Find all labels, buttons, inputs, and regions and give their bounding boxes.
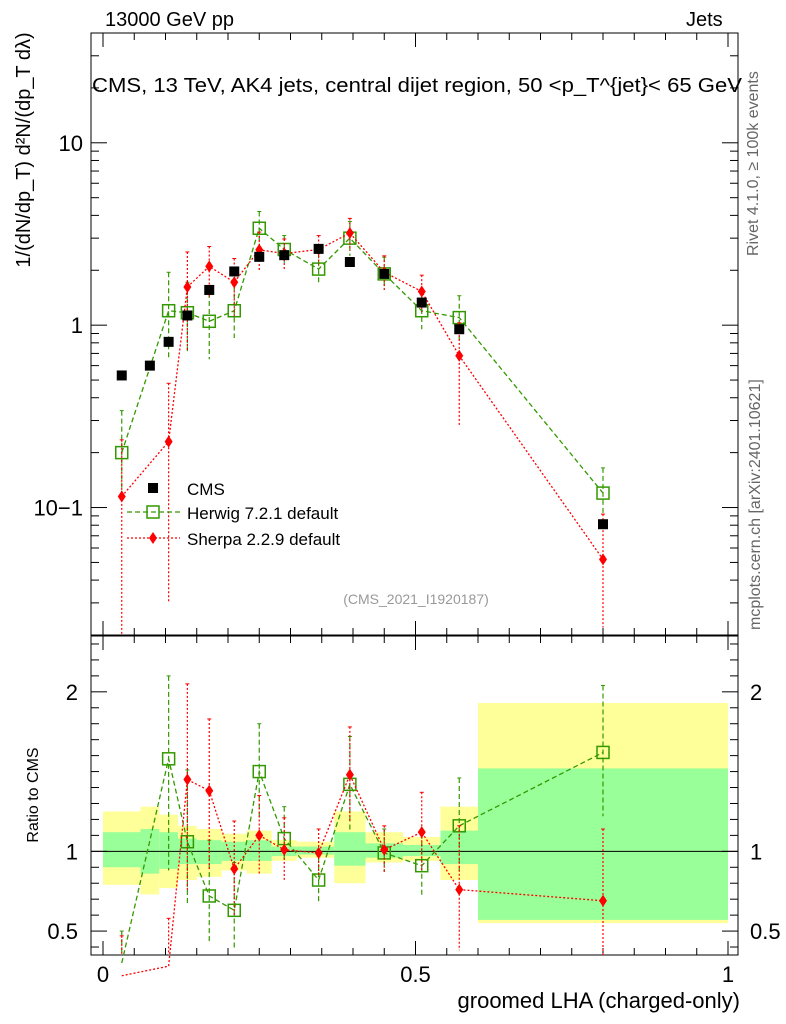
ratio-y-tick-label-right: 0.5 [750,919,781,944]
cms-point [254,251,265,262]
analysis-annotation: (CMS_2021_I1920187) [343,591,489,607]
ratio-herwig-point [252,764,266,779]
green-band-bin [296,846,335,855]
ratio-sherpa-point [380,843,389,856]
main-y-axis-title: 1/(dN/dp_T) d²N/(dp_T dλ) [13,32,35,267]
ratio-y-tick-label-left: 2 [66,680,78,705]
cms-point [163,336,174,347]
x-tick-label: 0 [97,962,109,987]
category-label: Jets [686,9,723,31]
sherpa-point [230,276,239,289]
herwig-point [252,221,266,235]
ratio-y-tick-label-right: 1 [750,839,762,864]
ratio-herwig-point [161,752,176,766]
ratio-herwig-point [202,889,216,903]
herwig-point [227,303,241,318]
ratio-sherpa-point [417,826,426,839]
rivet-version-label: Rivet 4.1.0, ≥ 100k events [745,71,762,256]
energy-label: 13000 GeV pp [105,9,234,31]
ratio-herwig-point [227,903,241,918]
green-band-bin [159,832,178,869]
y-tick-label: 10 [59,131,83,156]
cms-point [598,519,608,530]
ratio-herwig-point [415,858,429,873]
sherpa-point [345,227,354,240]
main-panel: 10−1 1 10 1/(dN/dp_T) d²N/(dp_T dλ) CMS, 13 … [13,32,743,636]
cms-point [379,268,390,279]
y-tick-label: 1 [71,313,83,338]
ratio-frame [90,635,739,956]
green-band-bin [103,832,141,868]
ratio-herwig-point [596,745,610,760]
cms-point [116,370,127,381]
cms-point [313,243,324,254]
green-band-bin [246,840,272,861]
cms-point [279,250,290,261]
ratio-y-tick-label-left: 1 [66,839,78,864]
ratio-sherpa-point [599,894,607,907]
green-band-bin [334,832,366,866]
ratio-sherpa-point [255,829,264,842]
ratio-y-tick-label-left: 0.5 [47,919,78,944]
ratio-sherpa-point [345,768,354,781]
y-tick-label: 10−1 [33,496,83,521]
herwig-line [121,227,604,494]
ratio-sherpa-point [280,843,289,856]
herwig-point [115,445,129,460]
herwig-point [596,486,610,500]
legend: CMS Herwig 7.2.1 default Sherpa 2.2.9 defa… [127,480,340,549]
legend-sherpa-marker [149,532,157,544]
sherpa-point [205,260,214,273]
ratio-y-tick-label-right: 2 [750,680,762,705]
ratio-y-axis-title: Ratio to CMS [25,747,42,842]
herwig-point [161,303,176,318]
sherpa-point [117,490,126,503]
ratio-sherpa-point [183,773,192,786]
ratio-sherpa-point [455,883,464,896]
chart-title: CMS, 13 TeV, AK4 jets, central dijet reg… [92,75,743,97]
cms-point [144,360,155,371]
x-axis-title: groomed LHA (charged-only) [458,988,740,1013]
ratio-sherpa-point [205,784,214,797]
legend-herwig-marker [146,505,160,519]
ratio-sherpa-point [230,862,239,875]
mcplots-label: mcplots.cern.ch [arXiv:2401.10621] [747,379,764,630]
herwig-point [202,314,216,329]
legend-sherpa-label: Sherpa 2.2.9 default [187,530,340,549]
cms-point [182,310,193,321]
cms-point [204,284,215,295]
sherpa-point [164,435,173,448]
herwig-point [311,262,326,276]
x-tick-label: 0.5 [400,962,431,987]
sherpa-point [183,280,192,293]
legend-herwig-label: Herwig 7.2.1 default [187,504,338,523]
x-tick-label: 1 [722,962,734,987]
ratio-sherpa-point [314,846,323,859]
cms-point [229,266,240,277]
sherpa-point [455,349,464,362]
cms-point [416,297,427,308]
sherpa-point [599,553,607,566]
sherpa-point [417,285,426,298]
legend-cms-marker [148,483,158,493]
legend-cms-label: CMS [187,480,225,499]
ratio-panel: 0 0.5 1 0.5 0.5 1 1 2 2 groomed LHA (charged-only… [25,635,781,1013]
cms-point [344,256,355,267]
cms-point [454,324,465,335]
